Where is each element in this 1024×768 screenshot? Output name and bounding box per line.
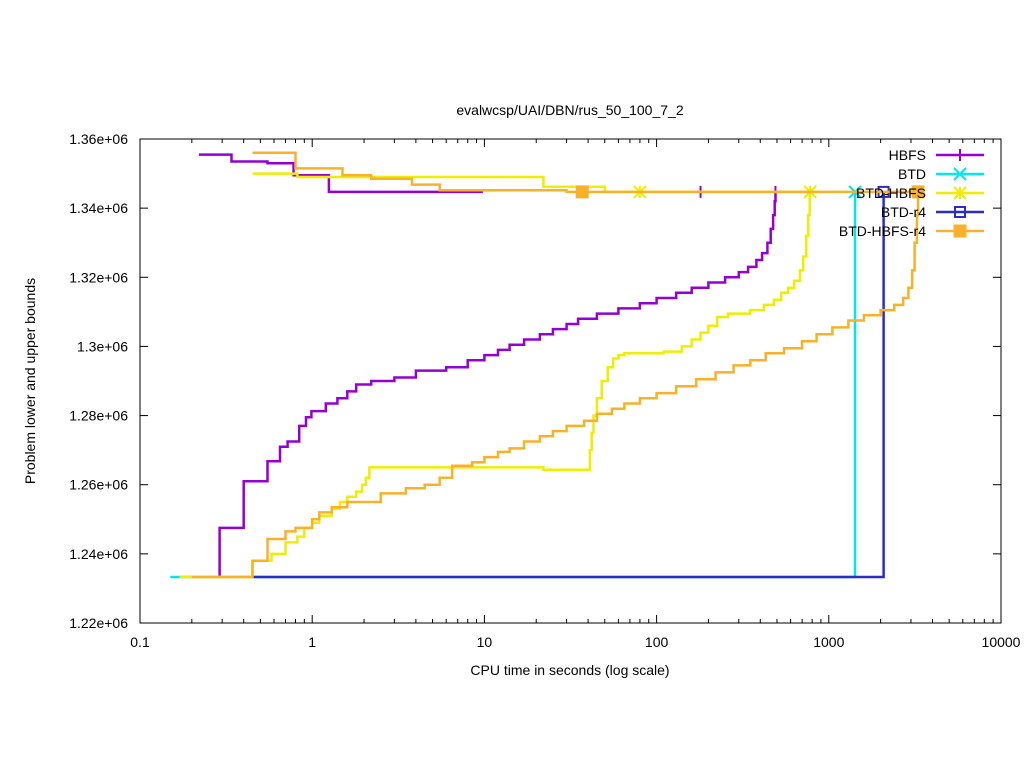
data-point-marker bbox=[953, 167, 967, 181]
plot-frame bbox=[139, 138, 1002, 624]
chart-title: evalwcsp/UAI/DBN/rus_50_100_7_2 bbox=[456, 102, 683, 118]
legend-label: BTD-r4 bbox=[881, 204, 926, 220]
x-tick-label: 100 bbox=[645, 634, 669, 650]
y-axis: 1.22e+06 1.24e+06 1.26e+06 1.28e+06 1.3e+06 1… bbox=[69, 131, 1001, 631]
data-point-marker bbox=[953, 224, 967, 238]
y-tick-label: 1.22e+06 bbox=[69, 615, 128, 631]
data-point-marker bbox=[575, 185, 589, 199]
y-tick-label: 1.26e+06 bbox=[69, 477, 128, 493]
series-layer bbox=[170, 151, 925, 579]
x-axis-label: CPU time in seconds (log scale) bbox=[470, 662, 669, 678]
y-tick-label: 1.3e+06 bbox=[77, 338, 128, 354]
legend-label: BTD bbox=[898, 166, 926, 182]
series-line-lower bbox=[179, 191, 811, 579]
series-hbfs bbox=[199, 153, 782, 577]
x-tick-label: 1000 bbox=[813, 634, 844, 650]
series-btd-r4 bbox=[252, 185, 890, 579]
legend: HBFS BTD BTD-HBFS BTD-r4 BTD-HBFS-r4 bbox=[839, 147, 984, 239]
series-line-upper bbox=[199, 153, 483, 194]
x-axis: 0.1 1 10 100 1000 10000 bbox=[130, 139, 1021, 650]
y-tick-label: 1.36e+06 bbox=[69, 131, 128, 147]
y-tick-label: 1.32e+06 bbox=[69, 269, 128, 285]
data-point-marker bbox=[911, 185, 925, 199]
y-tick-label: 1.34e+06 bbox=[69, 200, 128, 216]
series-line-lower bbox=[252, 191, 885, 579]
series-line-lower bbox=[170, 191, 857, 579]
x-tick-label: 10000 bbox=[982, 634, 1021, 650]
legend-label: BTD-HBFS-r4 bbox=[839, 223, 926, 239]
data-point-marker bbox=[954, 206, 966, 218]
series-btd-hbfs bbox=[179, 172, 817, 579]
series-line-lower bbox=[191, 191, 920, 579]
legend-label: HBFS bbox=[889, 147, 926, 163]
series-line-upper bbox=[252, 151, 919, 194]
series-btd bbox=[170, 185, 862, 579]
x-tick-label: 0.1 bbox=[130, 634, 150, 650]
series-line-lower bbox=[218, 191, 777, 577]
data-point-marker bbox=[954, 149, 966, 161]
data-point-marker bbox=[953, 186, 967, 200]
y-tick-label: 1.24e+06 bbox=[69, 546, 128, 562]
x-tick-label: 10 bbox=[477, 634, 493, 650]
x-tick-label: 1 bbox=[308, 634, 316, 650]
y-axis-label: Problem lower and upper bounds bbox=[22, 278, 38, 484]
legend-label: BTD-HBFS bbox=[856, 185, 926, 201]
series-btd-hbfs-r4 bbox=[191, 151, 925, 579]
y-tick-label: 1.28e+06 bbox=[69, 408, 128, 424]
